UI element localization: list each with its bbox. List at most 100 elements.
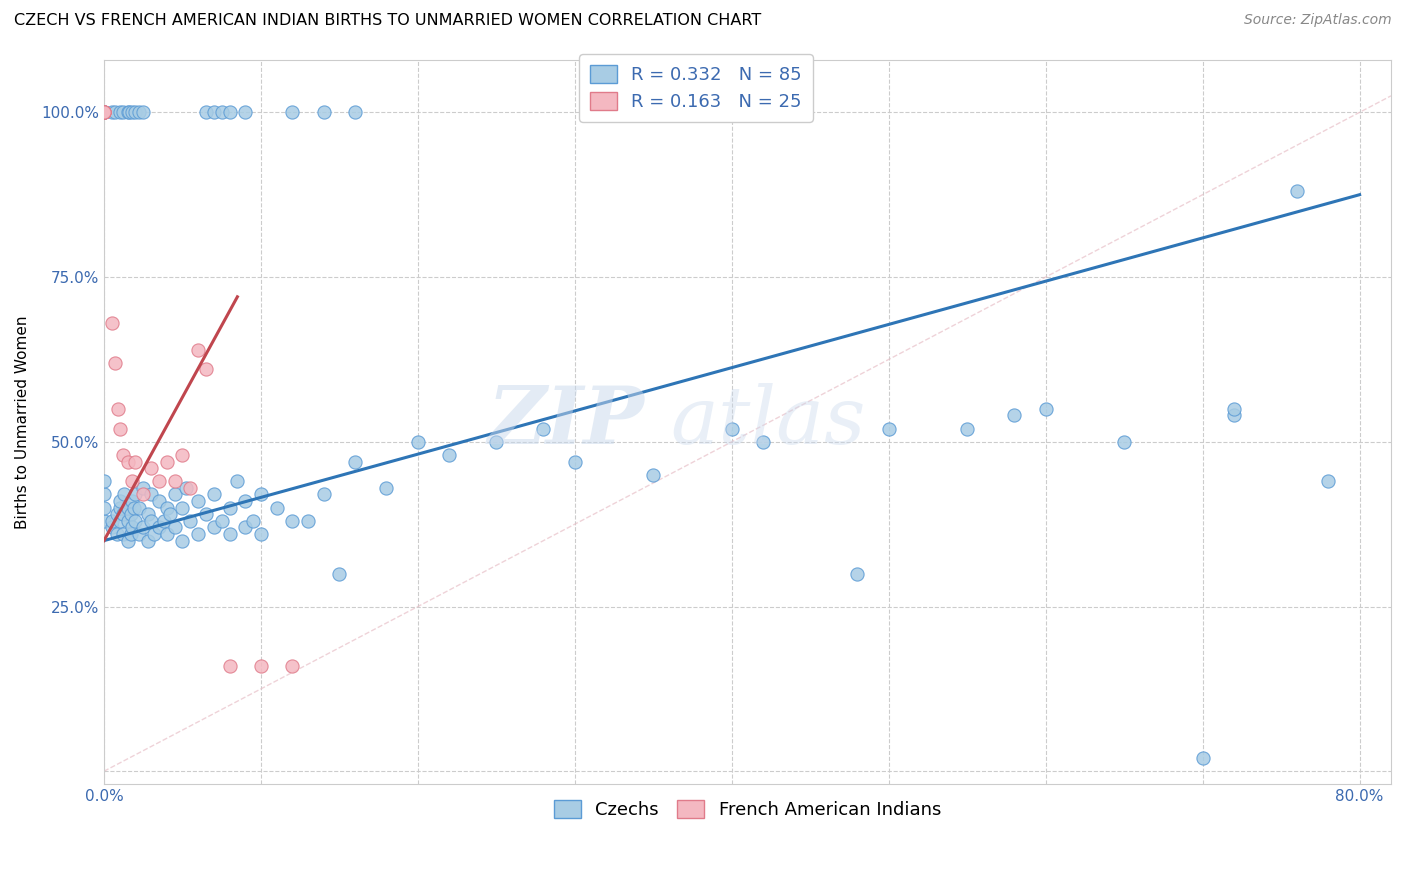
Point — [195, 105, 218, 120]
Point — [187, 527, 209, 541]
Point — [202, 520, 225, 534]
Point — [163, 520, 186, 534]
Point — [156, 454, 179, 468]
Point — [152, 514, 174, 528]
Point — [202, 487, 225, 501]
Point — [1285, 185, 1308, 199]
Point — [136, 533, 159, 548]
Point — [1223, 409, 1246, 423]
Text: atlas: atlas — [671, 384, 866, 461]
Point — [211, 105, 233, 120]
Point — [93, 487, 115, 501]
Point — [132, 481, 155, 495]
Point — [344, 105, 367, 120]
Point — [136, 508, 159, 522]
Point — [172, 500, 194, 515]
Point — [118, 105, 141, 120]
Point — [218, 500, 240, 515]
Point — [1002, 409, 1025, 423]
Point — [643, 467, 665, 482]
Point — [111, 105, 134, 120]
Point — [108, 500, 131, 515]
Point — [93, 105, 115, 120]
Point — [108, 494, 131, 508]
Point — [128, 105, 150, 120]
Point — [108, 105, 131, 120]
Point — [174, 481, 197, 495]
Point — [846, 566, 869, 581]
Point — [1317, 475, 1340, 489]
Point — [108, 514, 131, 528]
Point — [752, 434, 775, 449]
Point — [406, 434, 429, 449]
Point — [117, 500, 139, 515]
Point — [111, 448, 134, 462]
Point — [104, 356, 127, 370]
Point — [148, 475, 170, 489]
Point — [93, 105, 115, 120]
Point — [218, 105, 240, 120]
Point — [124, 514, 146, 528]
Point — [720, 421, 742, 435]
Point — [121, 520, 143, 534]
Point — [202, 105, 225, 120]
Point — [112, 487, 135, 501]
Point — [1114, 434, 1136, 449]
Legend: Czechs, French American Indians: Czechs, French American Indians — [547, 792, 948, 826]
Point — [105, 508, 128, 522]
Point — [93, 514, 115, 528]
Point — [124, 487, 146, 501]
Point — [93, 105, 115, 120]
Point — [105, 527, 128, 541]
Point — [120, 527, 142, 541]
Point — [375, 481, 398, 495]
Point — [101, 520, 124, 534]
Text: ZIP: ZIP — [488, 384, 644, 461]
Point — [132, 487, 155, 501]
Point — [1035, 401, 1057, 416]
Point — [281, 658, 304, 673]
Point — [159, 508, 181, 522]
Point — [250, 527, 273, 541]
Point — [163, 475, 186, 489]
Point — [111, 508, 134, 522]
Point — [108, 421, 131, 435]
Point — [132, 520, 155, 534]
Point — [328, 566, 350, 581]
Point — [266, 500, 288, 515]
Point — [250, 487, 273, 501]
Point — [312, 105, 335, 120]
Point — [132, 105, 155, 120]
Point — [121, 475, 143, 489]
Point — [297, 514, 319, 528]
Point — [195, 508, 218, 522]
Y-axis label: Births to Unmarried Women: Births to Unmarried Women — [15, 315, 30, 529]
Point — [128, 527, 150, 541]
Point — [107, 401, 129, 416]
Point — [233, 494, 256, 508]
Text: CZECH VS FRENCH AMERICAN INDIAN BIRTHS TO UNMARRIED WOMEN CORRELATION CHART: CZECH VS FRENCH AMERICAN INDIAN BIRTHS T… — [14, 13, 761, 29]
Point — [211, 514, 233, 528]
Point — [101, 105, 124, 120]
Point — [1191, 751, 1213, 765]
Point — [111, 527, 134, 541]
Point — [117, 105, 139, 120]
Point — [1223, 401, 1246, 416]
Point — [121, 494, 143, 508]
Point — [124, 454, 146, 468]
Point — [226, 475, 249, 489]
Point — [120, 508, 142, 522]
Point — [233, 105, 256, 120]
Point — [281, 105, 304, 120]
Point — [117, 454, 139, 468]
Point — [93, 105, 115, 120]
Point — [93, 105, 115, 120]
Point — [128, 500, 150, 515]
Point — [233, 520, 256, 534]
Text: Source: ZipAtlas.com: Source: ZipAtlas.com — [1244, 13, 1392, 28]
Point — [117, 514, 139, 528]
Point — [242, 514, 264, 528]
Point — [117, 533, 139, 548]
Point — [218, 527, 240, 541]
Point — [564, 454, 586, 468]
